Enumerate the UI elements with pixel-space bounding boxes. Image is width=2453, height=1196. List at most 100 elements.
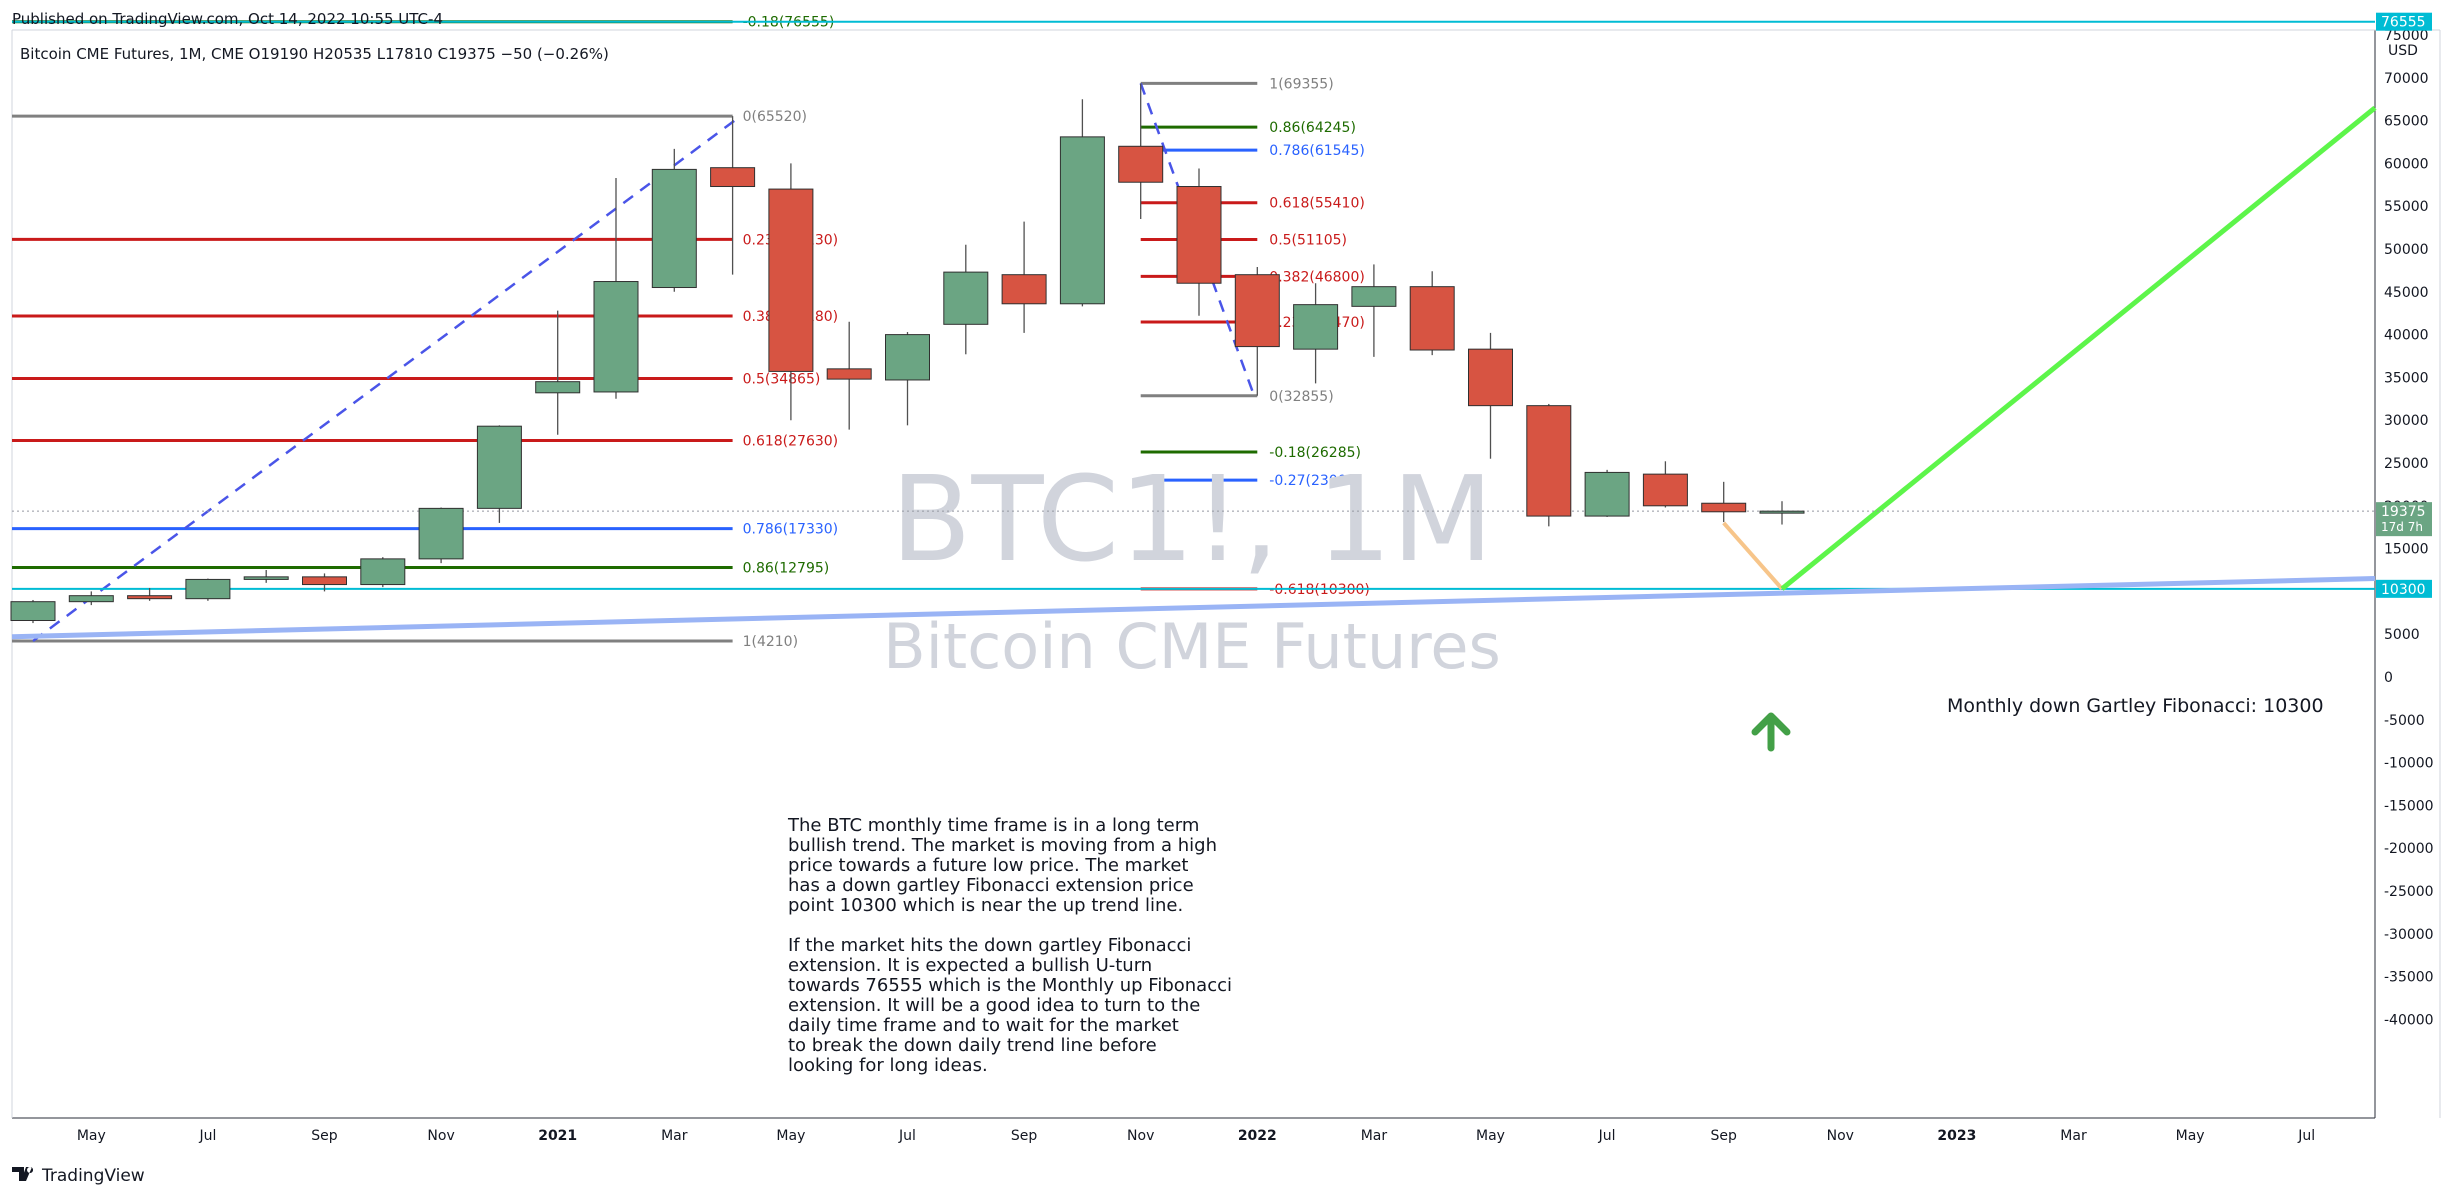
fib-down-level-label: 0.786(61545) xyxy=(1269,143,1365,159)
price-tick-label: 50000 xyxy=(2384,242,2429,258)
candle-body xyxy=(943,271,989,325)
analysis-line: towards 76555 which is the Monthly up Fi… xyxy=(788,975,1232,996)
price-label: 19375 xyxy=(2381,504,2426,520)
time-tick-label: 2023 xyxy=(1937,1128,1976,1144)
published-line: Published on TradingView.com, Oct 14, 20… xyxy=(12,10,443,28)
fib-up-level-label: 0(65520) xyxy=(743,109,807,125)
price-tick-label: 65000 xyxy=(2384,114,2429,130)
tradingview-logo[interactable]: TradingView xyxy=(12,1166,145,1186)
time-axis[interactable]: May Jul Sep Nov 2021 Mar May Jul Sep Nov 2022 Mar Ma… xyxy=(77,1128,2315,1144)
price-tick-label: -30000 xyxy=(2384,927,2434,943)
time-tick-label: Jul xyxy=(898,1128,916,1144)
analysis-text: The BTC monthly time frame is in a long … xyxy=(787,815,1232,1076)
candle-body xyxy=(1642,473,1688,507)
time-tick-label: Jul xyxy=(2297,1128,2315,1144)
candle-body xyxy=(1409,286,1455,351)
grid-layer xyxy=(11,29,2441,1119)
price-tick-label: 0 xyxy=(2384,670,2393,686)
price-label: 76555 xyxy=(2381,15,2426,31)
candle-body xyxy=(1526,405,1572,517)
price-tick-label: 5000 xyxy=(2384,627,2420,643)
candle-body xyxy=(826,368,872,380)
time-tick-label: Mar xyxy=(661,1128,688,1144)
fib-down-level-label: 1(69355) xyxy=(1269,76,1333,92)
price-tick-label: -25000 xyxy=(2384,884,2434,900)
time-tick-label: 2021 xyxy=(538,1128,577,1144)
candle-body xyxy=(1293,304,1339,350)
fib-up-level-label: 0.618(27630) xyxy=(743,433,839,449)
candle-body xyxy=(1584,471,1630,517)
time-tick-label: Sep xyxy=(1711,1128,1738,1144)
time-tick-label: May xyxy=(776,1128,805,1144)
price-tick-label: -10000 xyxy=(2384,756,2434,772)
candle-body xyxy=(768,188,814,372)
candle-body xyxy=(1759,510,1805,514)
price-tick-label: 45000 xyxy=(2384,285,2429,301)
candle-body xyxy=(360,558,406,586)
analysis-line: If the market hits the down gartley Fibo… xyxy=(788,935,1191,956)
fib-up-level-label: 0.5(34865) xyxy=(743,372,821,388)
candle-body xyxy=(127,595,173,600)
watermark-ticker: BTC1!, 1M xyxy=(891,450,1494,588)
analysis-line: looking for long ideas. xyxy=(788,1055,988,1076)
watermark-name: Bitcoin CME Futures xyxy=(883,610,1501,683)
analysis-line: extension. It will be a good idea to tur… xyxy=(788,995,1200,1016)
currency-label: USD xyxy=(2388,43,2418,59)
candle-body xyxy=(1701,502,1747,513)
price-axis[interactable]: USD8000075000700006500060000550005000045… xyxy=(2376,0,2434,1028)
fib-down-level-label: 0.618(55410) xyxy=(1269,196,1365,212)
fib-down-level-label: 0(32855) xyxy=(1269,389,1333,405)
uptrend-line xyxy=(11,576,2376,640)
candle-body xyxy=(651,168,697,289)
candle-body xyxy=(418,507,464,560)
candle-body xyxy=(1001,274,1047,305)
candle-body xyxy=(476,425,522,509)
drawing-layer xyxy=(11,20,2377,640)
arrow-up-icon xyxy=(1751,712,1791,752)
price-tick-label: 15000 xyxy=(2384,542,2429,558)
watermark: BTC1!, 1M Bitcoin CME Futures xyxy=(883,450,1501,683)
price-tick-label: -20000 xyxy=(2384,841,2434,857)
candle-body xyxy=(302,576,347,586)
symbol-legend[interactable]: Bitcoin CME Futures, 1M, CME O19190 H205… xyxy=(20,45,609,63)
candle-body xyxy=(243,576,289,580)
fib-up-level-label: 0.86(12795) xyxy=(743,560,830,576)
analysis-line: bullish trend. The market is moving from… xyxy=(788,835,1217,856)
price-tick-label: 25000 xyxy=(2384,456,2429,472)
price-tick-label: 40000 xyxy=(2384,328,2429,344)
candle-body xyxy=(68,595,114,603)
candle-body xyxy=(1468,348,1513,407)
price-tick-label: -5000 xyxy=(2384,713,2425,729)
price-label-box xyxy=(2376,12,2432,31)
gartley-annotation: Monthly down Gartley Fibonacci: 10300 xyxy=(1947,695,2324,717)
time-tick-label: Sep xyxy=(1011,1128,1038,1144)
tradingview-logo-icon xyxy=(12,1167,34,1181)
time-tick-label: Mar xyxy=(2060,1128,2087,1144)
fib-up-level-label: 0.786(17330) xyxy=(743,522,839,538)
candle-body xyxy=(710,167,756,188)
candle-body xyxy=(1351,286,1397,307)
analysis-line: to break the down daily trend line befor… xyxy=(788,1035,1157,1056)
candle-body xyxy=(1118,145,1164,183)
price-label-box xyxy=(2376,502,2432,537)
price-tick-label: 55000 xyxy=(2384,199,2429,215)
price-tick-label: 70000 xyxy=(2384,71,2429,87)
price-label: 10300 xyxy=(2381,582,2426,598)
price-tick-label: 75000 xyxy=(2384,28,2429,44)
time-tick-label: Nov xyxy=(427,1128,454,1144)
analysis-line: daily time frame and to wait for the mar… xyxy=(788,1015,1179,1036)
price-tick-label: -15000 xyxy=(2384,798,2434,814)
time-tick-label: May xyxy=(1476,1128,1505,1144)
tradingview-logo-text: TradingView xyxy=(41,1166,145,1186)
time-tick-label: May xyxy=(2176,1128,2205,1144)
price-tick-label: 60000 xyxy=(2384,156,2429,172)
candle-body xyxy=(1234,274,1280,348)
fib-down-level-label: 0.382(46800) xyxy=(1269,269,1365,285)
price-tick-label: 35000 xyxy=(2384,370,2429,386)
candle-body xyxy=(185,578,231,600)
candle-body xyxy=(1059,136,1105,305)
time-tick-label: Mar xyxy=(1361,1128,1388,1144)
time-tick-label: Nov xyxy=(1827,1128,1854,1144)
candle-body xyxy=(535,381,581,394)
